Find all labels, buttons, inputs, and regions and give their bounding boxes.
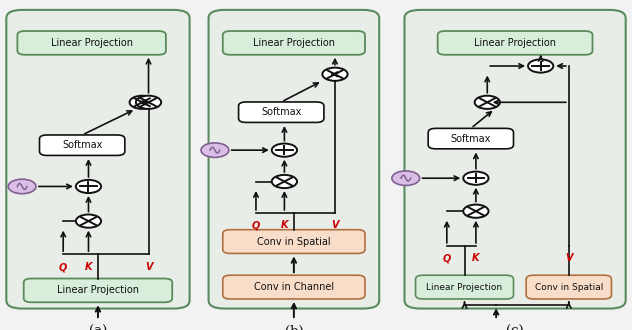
- Circle shape: [475, 96, 500, 109]
- Circle shape: [76, 180, 101, 193]
- FancyBboxPatch shape: [223, 230, 365, 253]
- Text: Softmax: Softmax: [62, 140, 102, 150]
- Circle shape: [8, 179, 36, 194]
- Text: Softmax: Softmax: [261, 107, 301, 117]
- Circle shape: [272, 175, 297, 188]
- Text: Conv in Channel: Conv in Channel: [254, 282, 334, 292]
- Circle shape: [392, 171, 420, 185]
- FancyBboxPatch shape: [6, 10, 190, 309]
- Text: Linear Projection: Linear Projection: [51, 38, 133, 48]
- FancyBboxPatch shape: [209, 10, 379, 309]
- FancyBboxPatch shape: [17, 31, 166, 55]
- Text: K: K: [472, 253, 480, 263]
- Text: Q: Q: [59, 262, 68, 272]
- Text: Conv in Spatial: Conv in Spatial: [257, 237, 331, 247]
- FancyBboxPatch shape: [428, 128, 513, 149]
- Text: V: V: [331, 220, 339, 230]
- Circle shape: [463, 172, 489, 185]
- Circle shape: [130, 96, 155, 109]
- FancyBboxPatch shape: [404, 10, 626, 309]
- Text: Q: Q: [252, 220, 260, 230]
- Text: V: V: [145, 262, 152, 272]
- FancyBboxPatch shape: [223, 275, 365, 299]
- Text: (a): (a): [89, 325, 107, 330]
- FancyBboxPatch shape: [526, 275, 612, 299]
- Text: Q: Q: [442, 253, 451, 263]
- FancyBboxPatch shape: [24, 279, 172, 302]
- Circle shape: [201, 143, 229, 157]
- Text: K: K: [281, 220, 288, 230]
- FancyBboxPatch shape: [416, 275, 513, 299]
- Circle shape: [528, 59, 554, 73]
- Circle shape: [322, 68, 348, 81]
- Text: Linear Projection: Linear Projection: [253, 38, 335, 48]
- FancyBboxPatch shape: [239, 102, 324, 122]
- FancyBboxPatch shape: [223, 31, 365, 55]
- FancyBboxPatch shape: [437, 31, 592, 55]
- Text: K: K: [85, 262, 92, 272]
- Text: (b): (b): [284, 325, 303, 330]
- Text: (c): (c): [506, 325, 524, 330]
- Circle shape: [76, 214, 101, 228]
- Circle shape: [136, 96, 161, 109]
- Text: Linear Projection: Linear Projection: [427, 282, 502, 292]
- Text: Conv in Spatial: Conv in Spatial: [535, 282, 603, 292]
- Circle shape: [463, 205, 489, 218]
- Text: Linear Projection: Linear Projection: [474, 38, 556, 48]
- Circle shape: [272, 144, 297, 157]
- Text: Softmax: Softmax: [451, 134, 491, 144]
- Text: Linear Projection: Linear Projection: [57, 285, 139, 295]
- FancyBboxPatch shape: [39, 135, 125, 155]
- Text: V: V: [565, 253, 573, 263]
